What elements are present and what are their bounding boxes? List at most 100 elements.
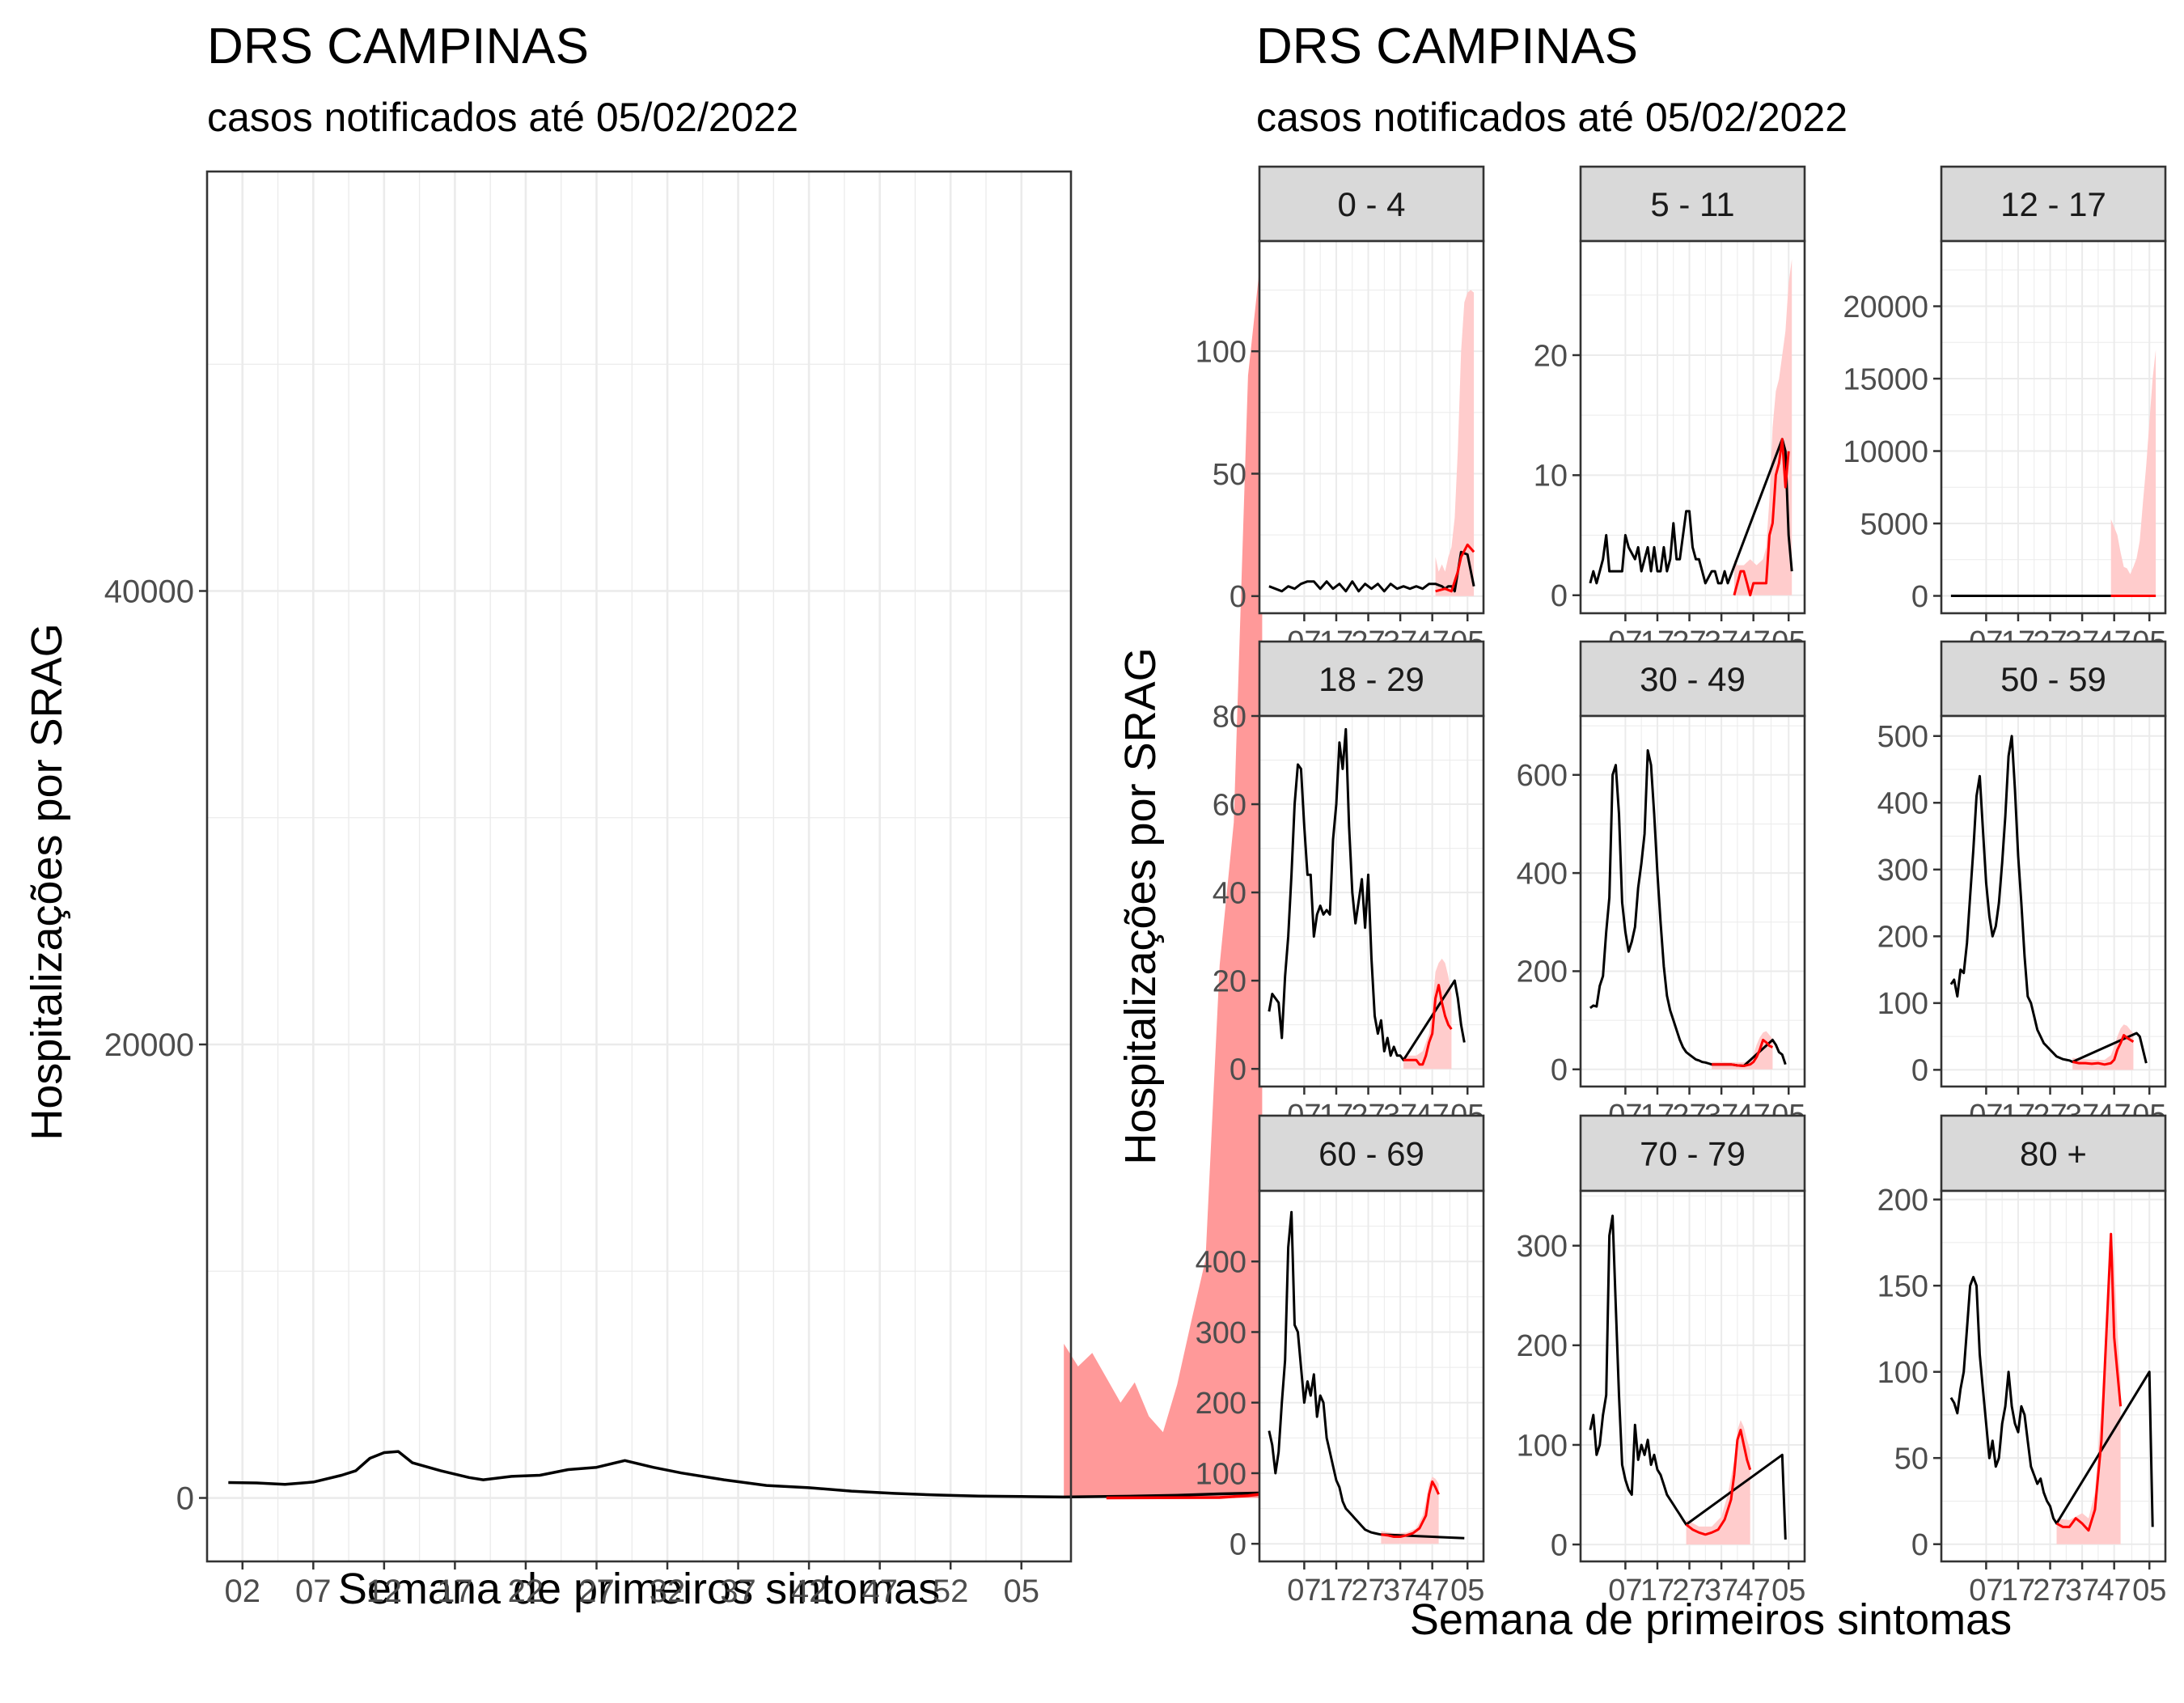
facet-y-tick-label: 100: [1517, 1429, 1568, 1463]
facet-y-tick-label: 0: [1551, 1528, 1568, 1562]
facet-y-tick-label: 0: [1911, 1054, 1928, 1088]
facet-y-tick-label: 300: [1517, 1230, 1568, 1264]
facet-nowcast-line: [1733, 438, 1790, 597]
facet-x-tick-label: 05: [2132, 1574, 2166, 1608]
facet-panel-border: [1258, 239, 1485, 615]
facet-nowcast-line: [1435, 543, 1475, 593]
facet-observed-line: [1268, 727, 1466, 1061]
facet-x-tick-label: 07: [1969, 1574, 2003, 1608]
facet-strip-label: 60 - 69: [1318, 1135, 1424, 1173]
right-chart-subtitle: casos notificados até 05/02/2022: [1256, 95, 1848, 140]
right-y-axis-label: Hospitalizações por SRAG: [1116, 647, 1165, 1164]
facet-x-tick-label: 27: [1351, 1574, 1385, 1608]
facet-x-tick-label: 47: [1416, 1574, 1450, 1608]
left-y-tick-label: 0: [176, 1481, 194, 1517]
facet-y-tick-label: 80: [1213, 700, 1246, 734]
left-chart-subtitle: casos notificados até 05/02/2022: [207, 95, 798, 140]
left-panel-border: [205, 170, 1073, 1563]
facet-panel-border: [1579, 714, 1806, 1088]
facet-x-tick-label: 17: [1319, 1574, 1353, 1608]
left-x-tick-label: 27: [578, 1574, 615, 1609]
facet-y-tick-label: 0: [1911, 1528, 1928, 1562]
facet-x-tick-label: 17: [1640, 1574, 1674, 1608]
facet-panel: 50 - 590100200300400500071727374705: [1877, 640, 2167, 1133]
facet-y-tick-label: 10000: [1843, 435, 1928, 469]
facet-y-tick-label: 0: [1551, 579, 1568, 613]
facet-panel-background: [1259, 1191, 1484, 1561]
right-chart-title: DRS CAMPINAS: [1256, 19, 1638, 74]
facet-strip: [1579, 1114, 1806, 1193]
facet-strip-label: 0 - 4: [1337, 185, 1405, 223]
facet-strip: [1940, 1114, 2167, 1193]
facet-nowcast-band: [1435, 290, 1475, 596]
facet-panel: 18 - 29020406080071727374705: [1213, 640, 1484, 1133]
facet-panel-background: [1259, 241, 1484, 613]
facet-y-tick-label: 200: [1877, 921, 1928, 955]
facet-y-tick-label: 100: [1196, 335, 1246, 369]
facet-y-tick-label: 200: [1877, 1184, 1928, 1218]
facet-y-tick-label: 50: [1894, 1442, 1928, 1476]
facet-observed-line: [1589, 1214, 1787, 1540]
facet-panel-border: [1940, 1189, 2167, 1563]
facet-x-tick-label: 47: [2097, 1574, 2131, 1608]
left-x-tick-label: 52: [933, 1574, 969, 1609]
facet-x-tick-label: 37: [1383, 1574, 1417, 1608]
left-nowcast-band: [1064, 244, 1263, 1498]
facet-strip: [1579, 165, 1806, 243]
facet-y-tick-label: 300: [1877, 854, 1928, 888]
facet-nowcast-line: [2055, 1232, 2123, 1532]
left-y-axis-label: Hospitalizações por SRAG: [23, 623, 71, 1140]
facet-y-tick-label: 10: [1534, 460, 1568, 494]
left-x-tick-label: 22: [508, 1574, 544, 1609]
facet-panel: 30 - 490200400600071727374705: [1517, 640, 1806, 1133]
left-observed-line: [228, 1450, 1348, 1499]
facet-y-tick-label: 400: [1196, 1246, 1246, 1280]
facet-strip: [1258, 1114, 1485, 1193]
facet-y-tick-label: 300: [1196, 1316, 1246, 1350]
left-x-tick-label: 05: [1003, 1574, 1039, 1609]
facet-x-tick-label: 47: [1737, 1574, 1771, 1608]
facet-x-tick-label: 07: [1608, 1574, 1642, 1608]
facet-y-tick-label: 0: [1230, 1053, 1246, 1087]
facet-x-tick-label: 05: [1450, 1574, 1484, 1608]
facet-panel-border: [1940, 239, 2167, 615]
facet-nowcast-line: [2072, 1034, 2135, 1066]
left-chart-title: DRS CAMPINAS: [207, 19, 589, 74]
facet-nowcast-band: [1712, 1031, 1773, 1070]
right-x-axis-label: Semana de primeiros sintomas: [1410, 1595, 2012, 1644]
facet-strip-label: 80 +: [2020, 1135, 2087, 1173]
facet-nowcast-band: [1381, 1476, 1439, 1544]
facet-strip-label: 18 - 29: [1318, 660, 1424, 698]
facet-y-tick-label: 20000: [1843, 290, 1928, 324]
facet-nowcast-band: [2110, 349, 2156, 596]
facet-panel-background: [1581, 716, 1805, 1087]
facet-y-tick-label: 500: [1877, 720, 1928, 754]
facet-x-tick-label: 37: [2065, 1574, 2099, 1608]
facet-y-tick-label: 5000: [1860, 507, 1928, 541]
facet-x-tick-label: 27: [2033, 1574, 2067, 1608]
facet-y-tick-label: 40: [1213, 876, 1246, 910]
left-x-tick-label: 37: [720, 1574, 756, 1609]
facet-panel-border: [1940, 714, 2167, 1088]
left-y-tick-label: 20000: [104, 1027, 194, 1063]
facet-strip: [1940, 165, 2167, 243]
facet-y-tick-label: 200: [1196, 1387, 1246, 1421]
facet-y-tick-label: 0: [1230, 1527, 1246, 1561]
facet-y-tick-label: 0: [1551, 1053, 1568, 1087]
facet-observed-line: [1268, 1210, 1465, 1540]
facet-panel-background: [1941, 1191, 2165, 1561]
facet-y-tick-label: 60: [1213, 788, 1246, 822]
facet-y-tick-label: 50: [1213, 458, 1246, 492]
facet-y-tick-label: 600: [1517, 759, 1568, 793]
left-x-tick-label: 07: [295, 1574, 332, 1609]
facet-y-tick-label: 0: [1230, 580, 1246, 614]
left-x-tick-label: 47: [861, 1574, 898, 1609]
facet-y-tick-label: 100: [1877, 1356, 1928, 1390]
left-x-axis-label: Semana de primeiros sintomas: [338, 1565, 940, 1613]
facet-nowcast-band: [2072, 1024, 2134, 1070]
facet-panel: 0 - 4050100071727374705: [1196, 165, 1485, 659]
